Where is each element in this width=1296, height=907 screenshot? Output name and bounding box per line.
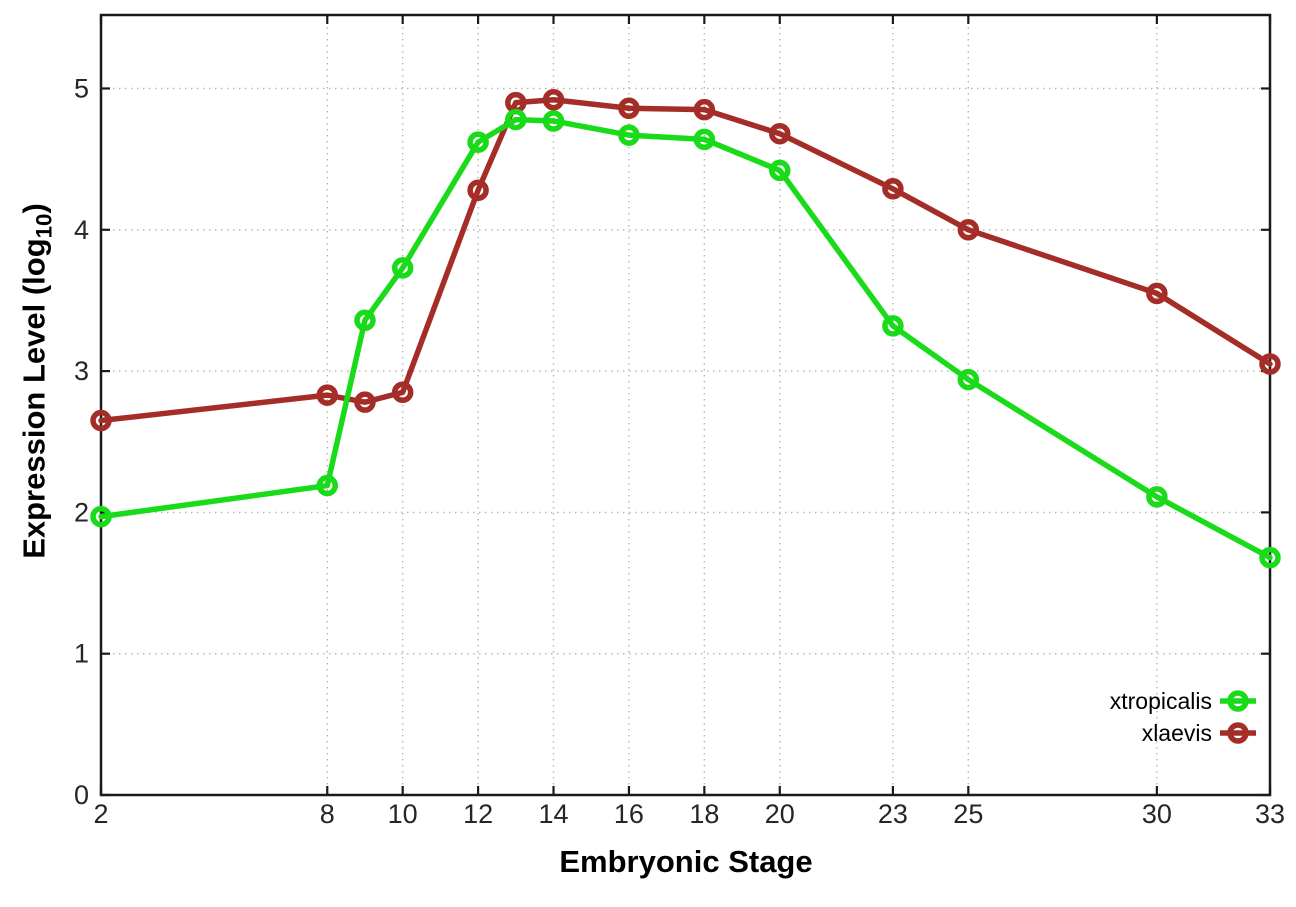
data-point-xlaevis bbox=[391, 381, 414, 404]
data-point-xlaevis bbox=[90, 409, 112, 432]
y-axis-title-subscript: 10 bbox=[31, 213, 57, 239]
series-line-xtropicalis bbox=[98, 116, 1273, 561]
x-tick-label: 23 bbox=[878, 799, 908, 829]
legend-label-xlaevis: xlaevis bbox=[1142, 720, 1212, 746]
x-axis-title: Embryonic Stage bbox=[559, 844, 813, 879]
x-tick-label: 2 bbox=[93, 799, 108, 829]
y-axis-title-suffix: ) bbox=[16, 203, 52, 214]
x-tick-label: 30 bbox=[1142, 799, 1172, 829]
plot-border bbox=[99, 13, 1272, 797]
data-point-xtropicalis bbox=[467, 131, 489, 153]
data-point-xlaevis bbox=[1146, 282, 1168, 305]
data-point-xlaevis bbox=[882, 178, 904, 200]
data-point-xlaevis bbox=[1259, 353, 1281, 375]
legend-marker-circle-xtropicalis bbox=[1227, 690, 1249, 712]
y-tick-label: 0 bbox=[74, 780, 89, 810]
data-point-xtropicalis bbox=[693, 128, 716, 151]
data-point-xtropicalis bbox=[316, 474, 339, 497]
series-line-xlaevis bbox=[98, 97, 1273, 424]
x-tick-label: 12 bbox=[463, 799, 493, 829]
y-tick-label: 3 bbox=[74, 356, 89, 386]
legend-label-xtropicalis: xtropicalis bbox=[1110, 688, 1212, 714]
x-tick-label: 8 bbox=[320, 799, 335, 829]
data-point-xtropicalis bbox=[769, 159, 791, 182]
data-point-xtropicalis bbox=[505, 108, 527, 131]
x-tick-label: 20 bbox=[765, 799, 795, 829]
data-point-xtropicalis bbox=[618, 124, 640, 146]
data-point-xlaevis bbox=[693, 98, 716, 121]
data-point-xtropicalis bbox=[957, 368, 980, 391]
data-point-xlaevis bbox=[542, 89, 565, 111]
data-point-xtropicalis bbox=[354, 309, 376, 331]
data-point-xlaevis bbox=[354, 391, 376, 413]
y-tick-label: 2 bbox=[74, 497, 89, 527]
y-tick-label: 5 bbox=[74, 73, 89, 103]
data-point-xlaevis bbox=[467, 179, 489, 201]
data-point-xlaevis bbox=[769, 122, 791, 145]
data-point-xtropicalis bbox=[1146, 486, 1168, 508]
y-tick-label: 1 bbox=[74, 639, 89, 669]
x-tick-label: 25 bbox=[953, 799, 983, 829]
data-point-xtropicalis bbox=[90, 505, 112, 528]
data-point-xlaevis bbox=[957, 219, 980, 241]
data-point-xlaevis bbox=[316, 384, 339, 406]
x-tick-label: 16 bbox=[614, 799, 644, 829]
x-tick-label: 14 bbox=[538, 799, 568, 829]
y-axis-title-text: Expression Level (log bbox=[16, 238, 52, 559]
data-point-xlaevis bbox=[618, 97, 640, 120]
legend-marker-circle-xlaevis bbox=[1227, 722, 1249, 744]
y-tick-label: 4 bbox=[74, 215, 89, 245]
data-point-xtropicalis bbox=[882, 315, 904, 337]
x-tick-label: 10 bbox=[388, 799, 418, 829]
data-point-xtropicalis bbox=[1259, 546, 1281, 569]
x-tick-label: 18 bbox=[689, 799, 719, 829]
data-point-xtropicalis bbox=[391, 257, 414, 279]
data-point-xtropicalis bbox=[542, 110, 565, 132]
x-tick-label: 33 bbox=[1255, 799, 1285, 829]
y-axis-title: Expression Level (log10) bbox=[16, 203, 57, 559]
